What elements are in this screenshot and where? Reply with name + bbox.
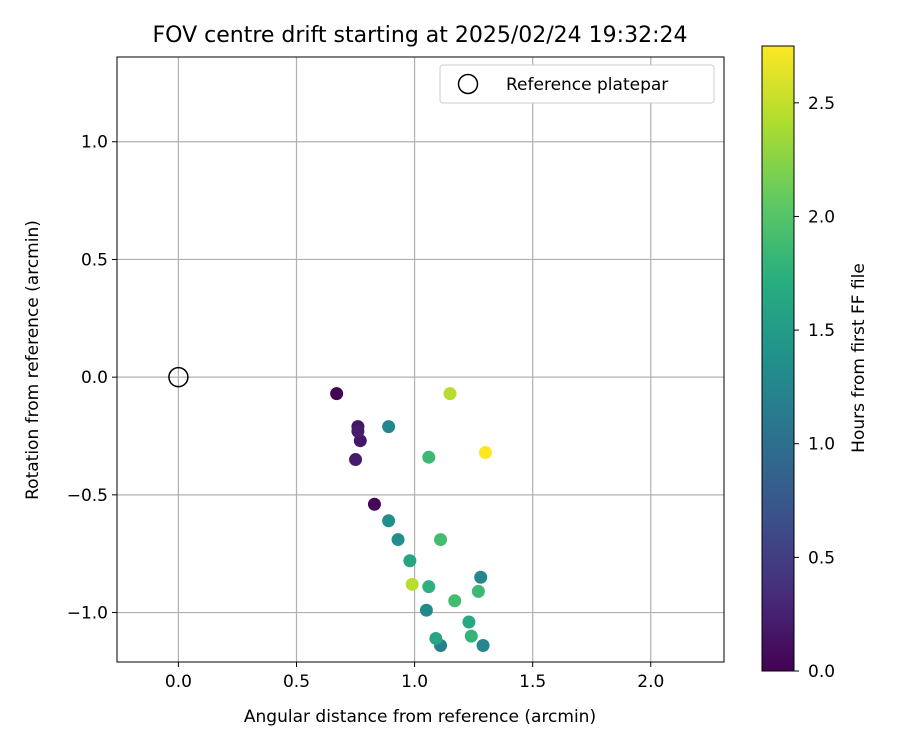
y-axis-label: Rotation from reference (arcmin) (23, 220, 43, 500)
data-point (476, 639, 490, 653)
y-axis: −1.0 −0.5 0.0 0.5 1.0 (67, 133, 117, 624)
y-tick-label: 0.5 (81, 250, 108, 270)
data-point (382, 514, 396, 528)
legend-reference-marker (457, 73, 479, 95)
colorbar: 0.0 0.5 1.0 1.5 2.0 2.5 Hours from first FF f… (761, 45, 869, 682)
data-point (405, 577, 419, 591)
colorbar-tick-label: 1.5 (808, 321, 835, 341)
grid-lines (117, 57, 724, 662)
colorbar-tick-label: 2.0 (808, 207, 835, 227)
data-point (429, 631, 443, 645)
data-point (422, 450, 436, 464)
x-tick-label: 0.5 (283, 672, 310, 692)
data-point (419, 603, 433, 617)
legend-label: Reference platepar (506, 75, 668, 95)
legend-box (439, 64, 715, 104)
reference-platepar-marker (168, 366, 189, 388)
data-point (330, 387, 344, 401)
x-tick-label: 0.0 (165, 672, 192, 692)
y-tick-label: −1.0 (67, 604, 108, 624)
data-point (367, 497, 381, 511)
data-point (462, 615, 476, 629)
x-axis: 0.0 0.5 1.0 1.5 2.0 (165, 662, 664, 692)
colorbar-tick-label: 0.0 (808, 662, 835, 682)
colorbar-tick-label: 2.5 (808, 94, 835, 114)
colorbar-ticks: 0.0 0.5 1.0 1.5 2.0 2.5 (794, 94, 835, 682)
data-point (434, 533, 448, 547)
data-point (448, 594, 462, 608)
colorbar-gradient (761, 45, 795, 672)
data-point (471, 584, 485, 598)
chart-title: FOV centre drift starting at 2025/02/24 … (153, 23, 688, 48)
legend: Reference platepar (439, 64, 715, 104)
reference-marker-group (168, 366, 189, 388)
colorbar-label: Hours from first FF file (849, 263, 869, 453)
scatter-points (330, 387, 492, 653)
plot-frame (116, 56, 725, 663)
y-tick-label: 1.0 (81, 133, 108, 153)
data-point (474, 570, 488, 584)
data-point (403, 554, 417, 568)
data-point (443, 387, 457, 401)
data-point (382, 420, 396, 434)
x-axis-label: Angular distance from reference (arcmin) (244, 707, 596, 727)
data-point (422, 580, 436, 594)
y-tick-label: −0.5 (67, 486, 108, 506)
y-tick-label: 0.0 (81, 368, 108, 388)
data-point (464, 629, 478, 643)
colorbar-tick-label: 1.0 (808, 435, 835, 455)
x-tick-label: 2.0 (637, 672, 664, 692)
x-tick-label: 1.0 (401, 672, 428, 692)
x-tick-label: 1.5 (519, 672, 546, 692)
data-point (351, 424, 365, 438)
colorbar-tick-label: 0.5 (808, 548, 835, 568)
data-point (349, 453, 363, 467)
data-point (391, 533, 405, 547)
data-point (478, 445, 492, 459)
